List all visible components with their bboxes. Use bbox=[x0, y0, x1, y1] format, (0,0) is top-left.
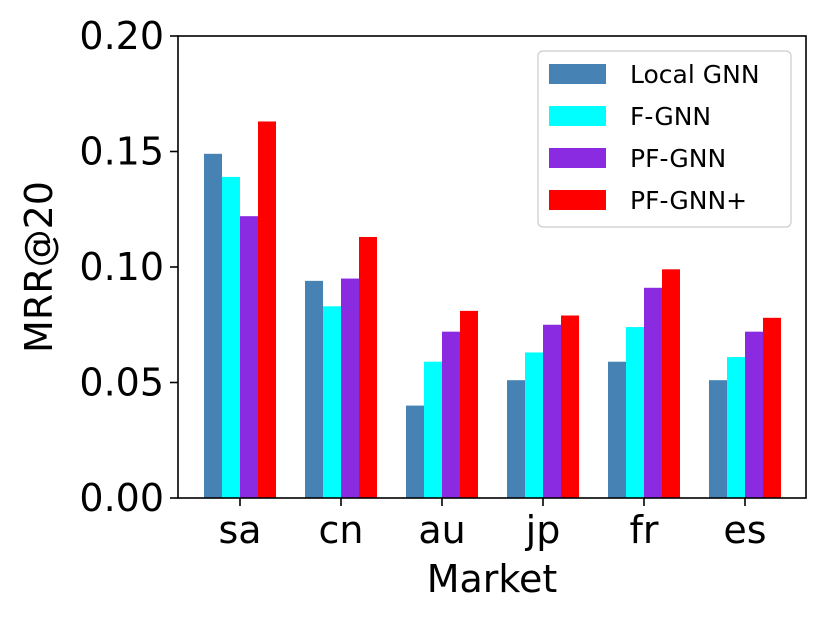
y-axis-ticks: 0.00 0.05 0.10 0.15 0.20 bbox=[79, 14, 178, 520]
bar-au-pf-gnn bbox=[442, 331, 460, 498]
bar-au-pf-gnn bbox=[460, 310, 478, 498]
bar-sa-pf-gnn bbox=[258, 121, 276, 498]
legend: Local GNN F-GNN PF-GNN PF-GNN+ bbox=[537, 50, 792, 228]
x-tick-label-jp: jp bbox=[525, 508, 561, 552]
bar-es-f-gnn bbox=[727, 357, 745, 498]
legend-swatch bbox=[549, 148, 606, 168]
legend-label: PF-GNN+ bbox=[630, 186, 747, 215]
legend-label: F-GNN bbox=[630, 102, 711, 131]
bar-cn-pf-gnn bbox=[341, 278, 359, 498]
legend-swatch bbox=[549, 64, 606, 84]
legend-swatch bbox=[549, 190, 606, 210]
bars-group bbox=[204, 121, 781, 498]
legend-label: PF-GNN bbox=[630, 144, 726, 173]
y-tick-label: 0.15 bbox=[79, 130, 164, 174]
legend-swatch bbox=[549, 106, 606, 126]
bar-fr-pf-gnn bbox=[662, 269, 680, 498]
y-tick-label: 0.00 bbox=[79, 476, 164, 520]
bar-jp-local-gnn bbox=[507, 380, 525, 498]
legend-label: Local GNN bbox=[630, 60, 760, 89]
bar-fr-f-gnn bbox=[626, 327, 644, 498]
bar-jp-f-gnn bbox=[525, 352, 543, 498]
bar-sa-pf-gnn bbox=[240, 216, 258, 498]
bar-fr-pf-gnn bbox=[644, 287, 662, 498]
bar-es-local-gnn bbox=[709, 380, 727, 498]
x-axis-label: Market bbox=[427, 557, 558, 601]
bar-cn-pf-gnn bbox=[359, 236, 377, 498]
y-tick-label: 0.20 bbox=[79, 14, 164, 58]
legend-box bbox=[537, 50, 792, 228]
bar-au-f-gnn bbox=[424, 361, 442, 498]
bar-jp-pf-gnn bbox=[543, 324, 561, 498]
bar-cn-local-gnn bbox=[305, 280, 323, 498]
x-tick-label-es: es bbox=[723, 508, 766, 552]
bar-au-local-gnn bbox=[406, 405, 424, 498]
x-tick-label-sa: sa bbox=[218, 508, 261, 552]
bar-cn-f-gnn bbox=[323, 306, 341, 498]
y-axis-label: MRR@20 bbox=[17, 181, 61, 353]
bar-es-pf-gnn bbox=[763, 317, 781, 498]
bar-jp-pf-gnn bbox=[561, 315, 579, 498]
x-tick-label-fr: fr bbox=[629, 508, 658, 552]
bar-fr-local-gnn bbox=[608, 361, 626, 498]
bar-sa-local-gnn bbox=[204, 153, 222, 498]
x-tick-label-au: au bbox=[418, 508, 465, 552]
plot-frame bbox=[177, 35, 807, 499]
x-tick-label-cn: cn bbox=[319, 508, 364, 552]
y-tick-label: 0.10 bbox=[79, 245, 164, 289]
x-axis-ticks: sa cn au jp fr es bbox=[218, 498, 767, 552]
bar-es-pf-gnn bbox=[745, 331, 763, 498]
bar-sa-f-gnn bbox=[222, 176, 240, 498]
y-tick-label: 0.05 bbox=[79, 361, 164, 405]
